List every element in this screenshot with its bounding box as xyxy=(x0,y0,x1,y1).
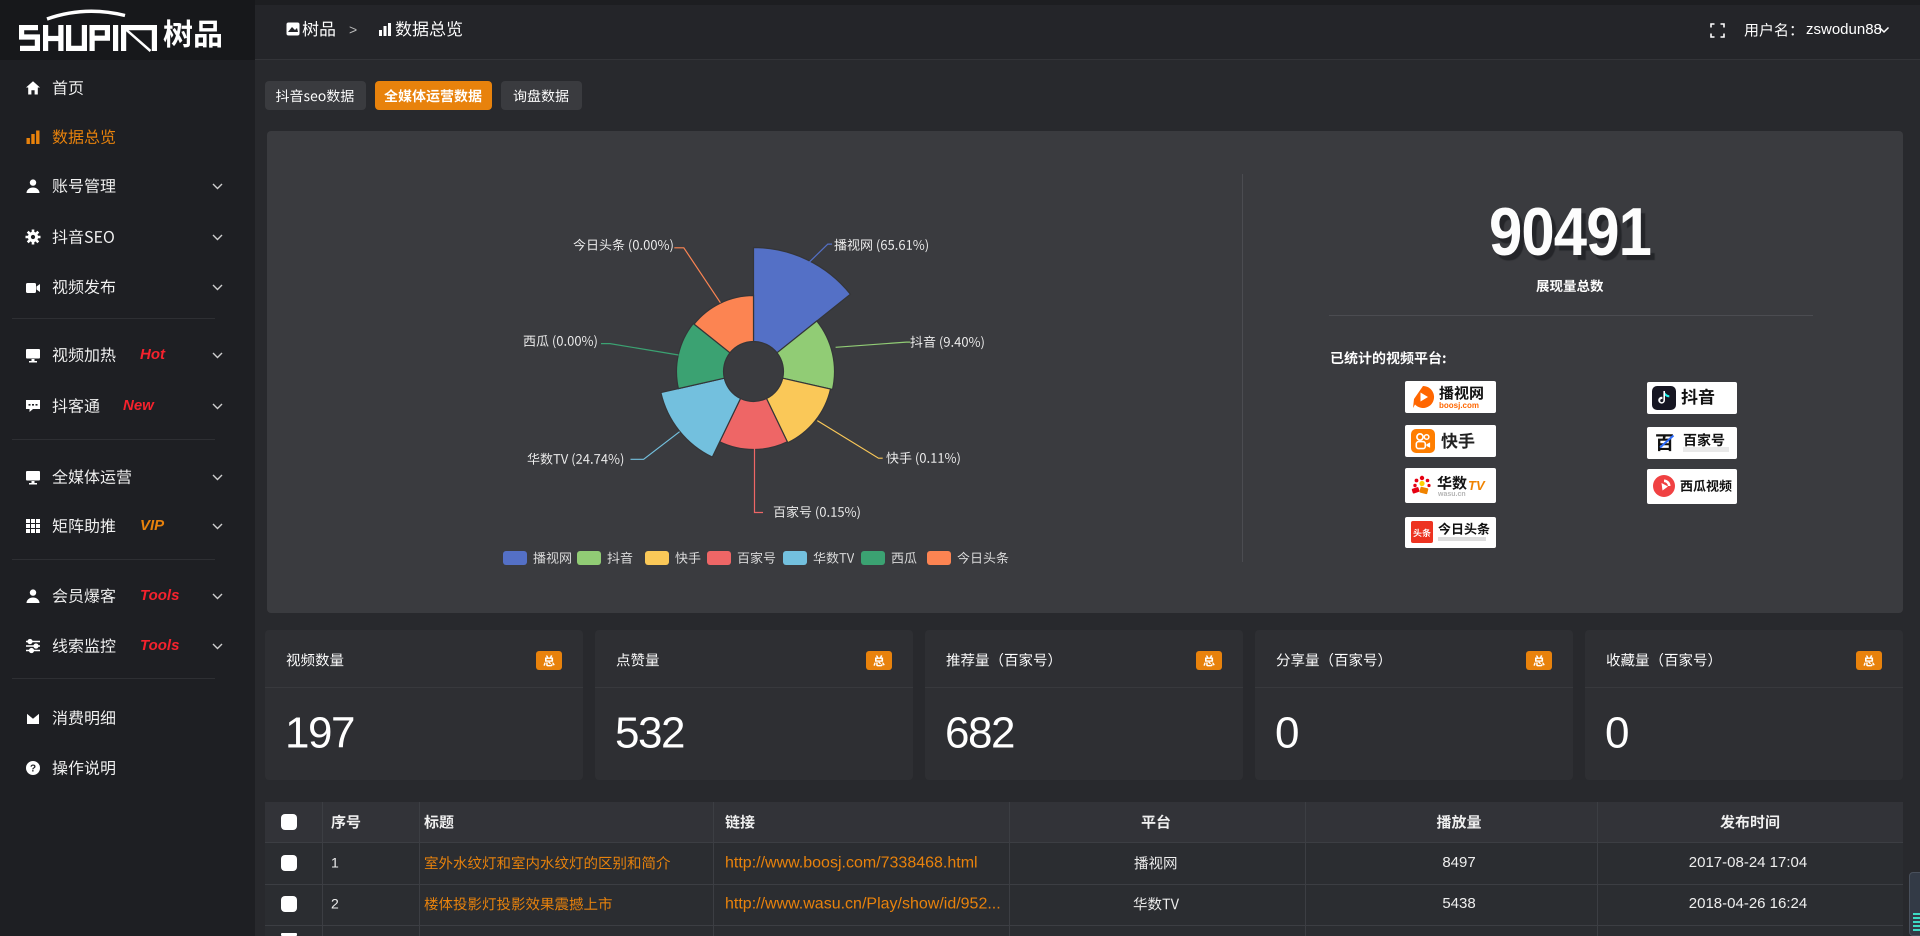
svg-text:?: ? xyxy=(30,764,36,775)
